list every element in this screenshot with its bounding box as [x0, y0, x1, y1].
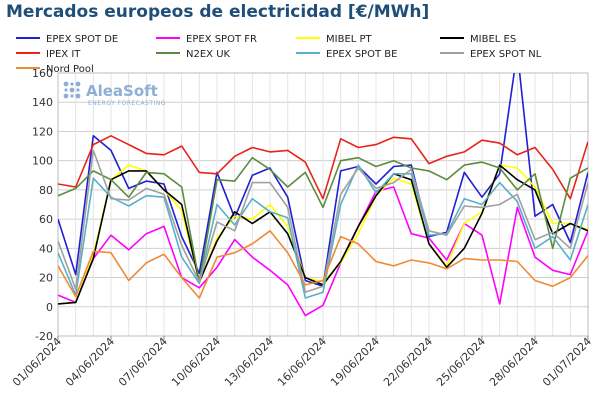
series-line-nord-pool [58, 230, 588, 299]
y-tick-label: 80 [39, 184, 53, 197]
series-line-epex-spot-be [58, 164, 588, 299]
logo-dot [64, 88, 68, 92]
legend-item-nord-pool: Nord Pool [16, 64, 94, 75]
legend-item-epex-spot-de: EPEX SPOT DE [16, 34, 118, 45]
y-tick-label: 120 [32, 125, 53, 138]
legend-label: EPEX SPOT FR [186, 34, 257, 45]
legend-item-n2ex-uk: N2EX UK [156, 49, 231, 60]
legend-label: EPEX SPOT BE [326, 49, 397, 60]
y-tick-label: 140 [32, 96, 53, 109]
series-line-epex-spot-fr [58, 186, 588, 317]
legend-item-epex-spot-nl: EPEX SPOT NL [440, 49, 542, 60]
y-tick-label: 20 [39, 272, 53, 285]
logo-dot [63, 93, 69, 99]
x-tick-label: 01/06/2024 [10, 335, 64, 389]
x-tick-label: 04/06/2024 [63, 335, 117, 389]
legend: EPEX SPOT DE EPEX SPOT FR MIBEL PT MIBEL ES… [16, 34, 542, 75]
logo-dot [69, 87, 75, 93]
legend-label: MIBEL PT [326, 34, 373, 45]
logo-dot [76, 88, 80, 92]
legend-item-ipex-it: IPEX IT [16, 49, 81, 60]
legend-item-epex-spot-be: EPEX SPOT BE [296, 49, 397, 60]
x-tick-label: 22/06/2024 [381, 335, 435, 389]
legend-label: N2EX UK [186, 49, 231, 60]
y-tick-label: 60 [39, 213, 53, 226]
logo-dot [75, 81, 81, 87]
legend-label: EPEX SPOT NL [470, 49, 542, 60]
x-tick-label: 16/06/2024 [275, 335, 329, 389]
logo-dot [75, 93, 81, 99]
x-tick-label: 13/06/2024 [222, 335, 276, 389]
grid-lines [57, 72, 589, 337]
logo-dot [70, 94, 74, 98]
x-tick-label: 28/06/2024 [487, 335, 541, 389]
y-tick-labels: -20 0 20 40 60 80 100 120 140 160 [32, 67, 53, 343]
x-tick-labels: 01/06/202404/06/202407/06/202410/06/2024… [10, 335, 594, 389]
x-tick-label: 25/06/2024 [434, 335, 488, 389]
y-tick-label: 40 [39, 242, 53, 255]
legend-item-epex-spot-fr: EPEX SPOT FR [156, 34, 257, 45]
y-tick-label: 0 [46, 301, 53, 314]
x-tick-label: 01/07/2024 [540, 335, 594, 389]
legend-label: Nord Pool [46, 64, 94, 75]
logo-name: AleaSoft [86, 82, 158, 100]
series-line-ipex-it [58, 135, 588, 200]
x-tick-label: 10/06/2024 [169, 335, 223, 389]
y-tick-label: 160 [32, 67, 53, 80]
series-lines [58, 73, 588, 317]
chart-title: Mercados europeos de electricidad [€/MWh… [6, 2, 430, 22]
y-tick-label: -20 [35, 330, 53, 343]
series-line-epex-spot-nl [58, 149, 588, 294]
y-tick-label: 100 [32, 155, 53, 168]
legend-item-mibel-pt: MIBEL PT [296, 34, 373, 45]
x-tick-label: 19/06/2024 [328, 335, 382, 389]
series-line-n2ex-uk [58, 156, 588, 283]
legend-label: IPEX IT [46, 49, 81, 60]
logo-tagline: ENERGY FORECASTING [88, 100, 166, 107]
legend-item-mibel-es: MIBEL ES [440, 34, 516, 45]
logo-dot [63, 81, 69, 87]
x-tick-label: 07/06/2024 [116, 335, 170, 389]
legend-label: EPEX SPOT DE [46, 34, 118, 45]
legend-label: MIBEL ES [470, 34, 516, 45]
logo-dot [70, 82, 74, 86]
